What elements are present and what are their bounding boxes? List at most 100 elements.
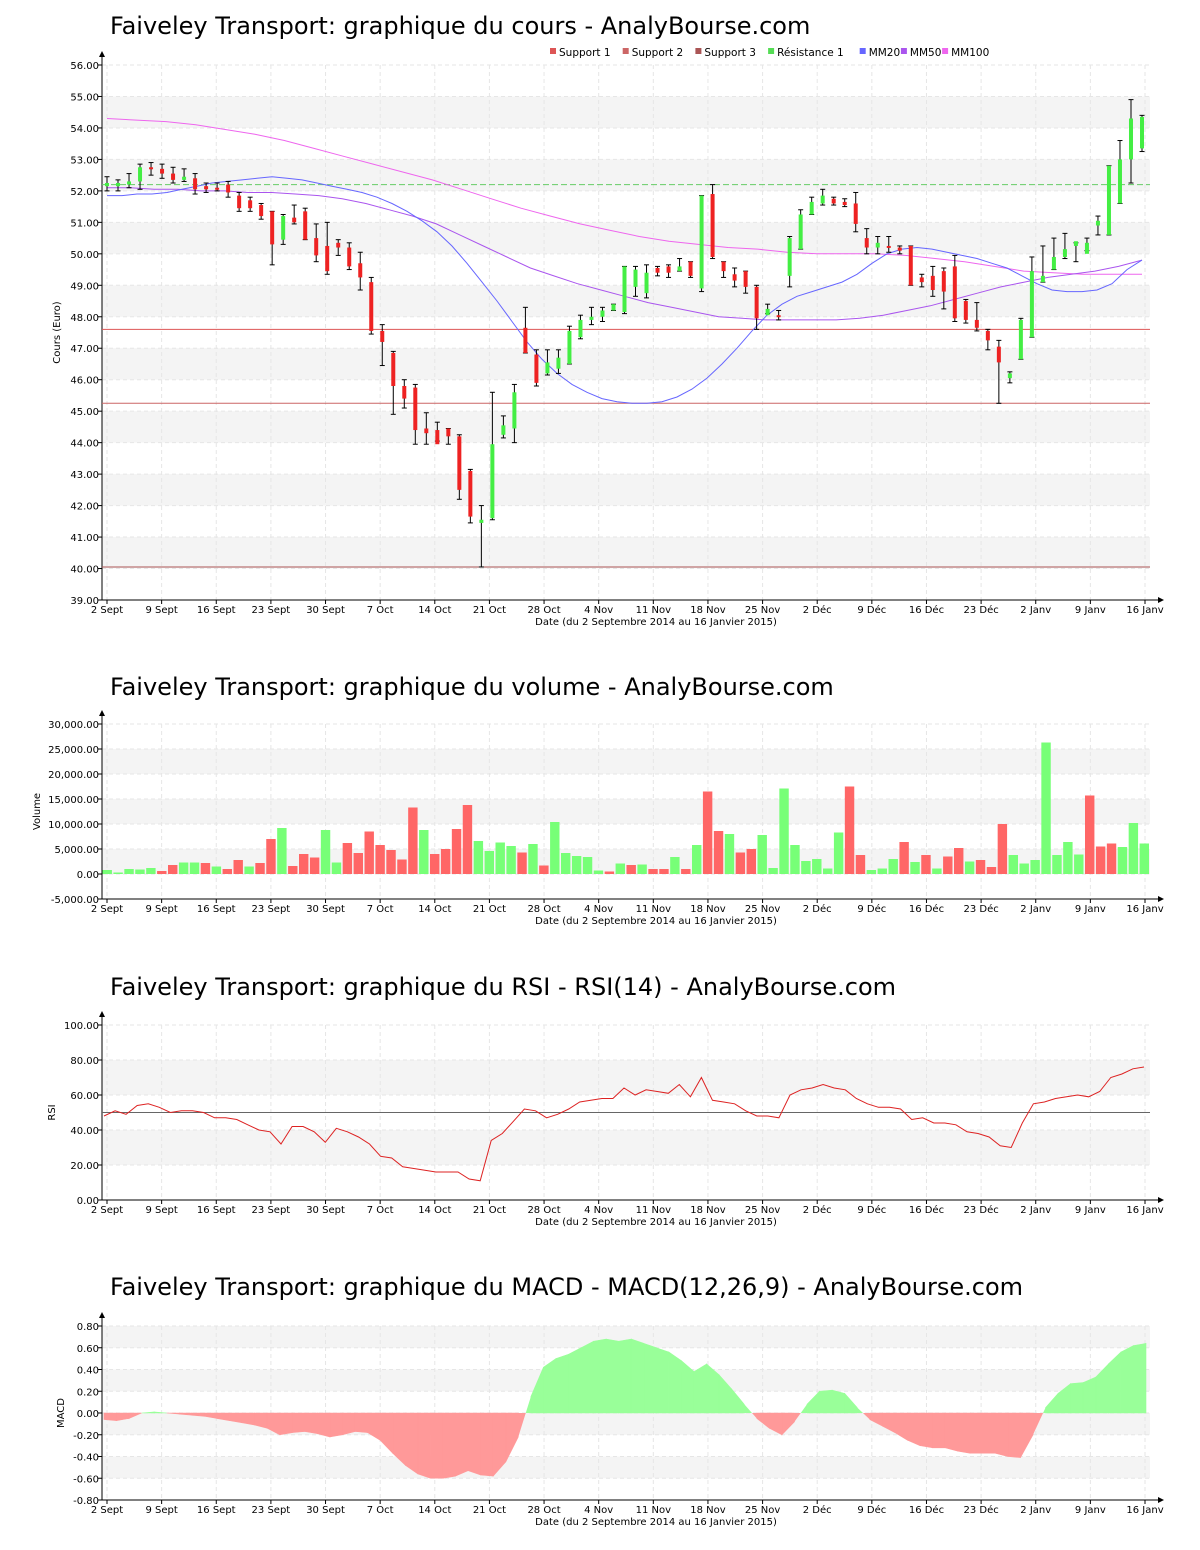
volume-bar xyxy=(637,864,647,874)
volume-bar xyxy=(419,830,429,874)
x-tick-label: 30 Sept xyxy=(306,1505,345,1516)
candle-body xyxy=(391,352,396,386)
candle-body xyxy=(578,319,583,338)
y-tick-label: 5,000.00 xyxy=(54,845,99,856)
volume-bar xyxy=(299,854,309,874)
volume-bar xyxy=(779,788,789,874)
macd-area-positive xyxy=(153,1411,167,1414)
x-tick-label: 2 Déc xyxy=(803,1204,832,1216)
candle-body xyxy=(897,247,902,251)
legend-swatch xyxy=(550,48,556,54)
macd-area-positive xyxy=(555,1353,569,1414)
grid-band xyxy=(102,411,1150,443)
candle-body xyxy=(413,387,418,431)
x-tick-label: 2 Sept xyxy=(91,605,123,616)
candle-body xyxy=(479,519,484,523)
macd-area-negative xyxy=(505,1412,519,1463)
x-tick-label: 30 Sept xyxy=(306,904,345,915)
candle-body xyxy=(974,319,979,328)
volume-bar xyxy=(943,856,953,874)
y-tick-label: -0.60 xyxy=(73,1474,99,1485)
volume-bar xyxy=(364,831,374,874)
x-tick-label: 25 Nov xyxy=(745,904,781,915)
price-chart-svg: Faiveley Transport: graphique du cours -… xyxy=(52,12,1164,628)
volume-bar xyxy=(746,849,756,874)
y-tick-label: 20.00 xyxy=(70,1161,99,1172)
volume-bar xyxy=(124,869,134,874)
x-tick-label: 28 Oct xyxy=(527,1205,560,1216)
macd-area-negative xyxy=(1020,1412,1034,1458)
macd-area-negative xyxy=(982,1412,996,1454)
macd-area-positive xyxy=(141,1411,155,1414)
y-axis-label: RSI xyxy=(47,1104,58,1120)
macd-area-negative xyxy=(969,1412,984,1454)
candle-body xyxy=(182,176,187,180)
chart-title: Faiveley Transport: graphique du RSI - R… xyxy=(110,973,896,1001)
legend-swatch xyxy=(695,48,702,54)
rsi-chart: Faiveley Transport: graphique du RSI - R… xyxy=(0,960,1200,1240)
macd-area-positive xyxy=(681,1360,695,1414)
candle-body xyxy=(677,266,682,272)
volume-bar xyxy=(921,855,931,874)
candle-body xyxy=(369,282,374,331)
macd-area-positive xyxy=(568,1347,582,1414)
candle-body xyxy=(842,201,847,206)
volume-bar xyxy=(692,845,702,874)
y-tick-label: 40.00 xyxy=(70,565,99,576)
macd-area-negative xyxy=(317,1412,331,1438)
macd-area-positive xyxy=(1070,1382,1084,1414)
volume-bar xyxy=(1063,842,1073,874)
volume-bar xyxy=(331,862,342,874)
macd-area-positive xyxy=(525,1396,531,1413)
x-tick-label: 7 Oct xyxy=(367,605,394,616)
x-tick-label: 16 Janv xyxy=(1126,605,1163,616)
y-tick-label: 49.00 xyxy=(70,281,99,292)
candle-body xyxy=(490,444,495,519)
volume-bar xyxy=(288,866,298,874)
volume-bar xyxy=(954,848,964,874)
y-tick-label: 51.00 xyxy=(70,218,99,229)
candle-body xyxy=(336,242,341,248)
x-tick-label: 14 Oct xyxy=(418,605,451,616)
y-axis-label: Volume xyxy=(32,793,43,830)
chart-title: Faiveley Transport: graphique du cours -… xyxy=(110,12,810,40)
x-tick-label: 16 Sept xyxy=(197,1505,236,1516)
candle-body xyxy=(567,330,572,364)
candle-body xyxy=(952,266,957,319)
macd-area-negative xyxy=(279,1412,293,1436)
y-tick-label: 43.00 xyxy=(70,470,99,481)
x-tick-label: 16 Janv xyxy=(1126,904,1163,915)
grid-band xyxy=(102,849,1150,874)
y-tick-label: -5,000.00 xyxy=(51,895,99,906)
candle-body xyxy=(853,203,858,224)
x-tick-label: 4 Nov xyxy=(584,1205,613,1216)
macd-area-positive xyxy=(744,1404,752,1413)
y-axis-arrow xyxy=(99,1011,105,1017)
candle-body xyxy=(1018,319,1023,360)
candle-body xyxy=(963,301,968,320)
x-tick-label: 9 Déc xyxy=(857,1204,886,1216)
macd-area-negative xyxy=(442,1412,456,1479)
grid-band xyxy=(102,222,1150,254)
candle-body xyxy=(754,286,759,319)
candle-body xyxy=(215,187,220,190)
macd-area-positive xyxy=(693,1363,707,1414)
volume-bar xyxy=(1052,855,1062,874)
x-tick-label: 9 Janv xyxy=(1075,605,1106,616)
candle-body xyxy=(1040,275,1045,283)
legend-label: Support 3 xyxy=(704,47,756,59)
x-tick-label: 11 Nov xyxy=(636,904,672,915)
volume-chart: Faiveley Transport: graphique du volume … xyxy=(0,660,1200,940)
macd-area-positive xyxy=(844,1392,858,1414)
macd-area-negative xyxy=(751,1413,757,1419)
volume-bar xyxy=(113,872,123,874)
y-tick-label: 48.00 xyxy=(70,313,99,324)
x-tick-label: 9 Janv xyxy=(1075,1205,1106,1216)
x-tick-label: 11 Nov xyxy=(636,605,672,616)
y-tick-label: 47.00 xyxy=(70,344,99,355)
candle-body xyxy=(633,269,638,287)
x-tick-label: 2 Janv xyxy=(1020,904,1051,915)
macd-area-positive xyxy=(605,1338,620,1414)
candle-body xyxy=(886,245,891,248)
volume-bar xyxy=(681,869,691,874)
